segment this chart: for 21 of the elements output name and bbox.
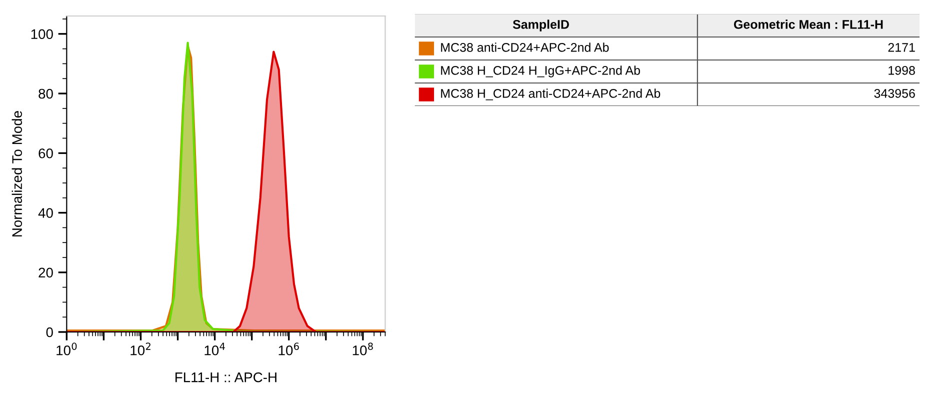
text: 2171 (888, 43, 915, 52)
legend-label: MC38 anti-CD24+APC-2nd Ab (441, 42, 609, 52)
y-axis-title: Normalized To Mode (12, 111, 22, 236)
legend-label: MC38 H_CD24 H_IgG+APC-2nd Ab (441, 66, 640, 78)
text: 343956 (874, 89, 915, 98)
text: 1998 (888, 66, 915, 75)
y-tick-label: 40 (38, 208, 53, 218)
y-tick-label: 20 (38, 268, 53, 278)
x-tick-label: 10$^{8}$ (352, 342, 373, 356)
x-tick-label: 10$^{4}$ (204, 342, 225, 356)
x-tick-label: 10$^{2}$ (130, 342, 150, 356)
legend-title: SampleID (512, 20, 569, 32)
y-tick-label: 0 (46, 327, 53, 338)
y-tick-label: 100 (31, 29, 53, 40)
y-tick-label: 80 (38, 88, 53, 99)
x-tick-label: 10$^{6}$ (278, 342, 299, 356)
x-tick-label: 10$^{0}$ (56, 342, 77, 356)
y-tick-label: 60 (38, 148, 53, 158)
x-axis-title: FL11-H :: APC-H (176, 372, 276, 382)
legend-label: MC38 H_CD24 anti-CD24+APC-2nd Ab (441, 88, 660, 100)
text: Geometric Mean : FL11-H (734, 20, 883, 29)
